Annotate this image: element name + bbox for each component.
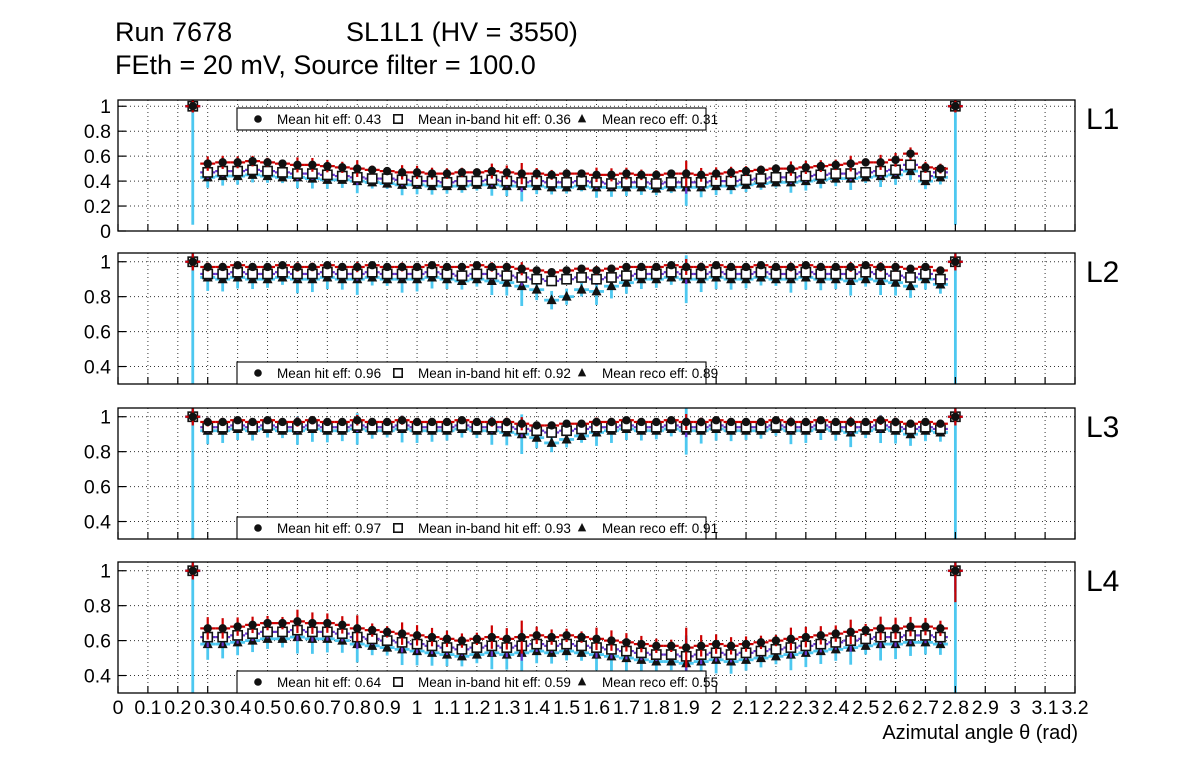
ytick-label: 0 xyxy=(100,221,111,243)
ytick-label: 0.6 xyxy=(84,631,111,653)
title-line2: FEth = 20 mV, Source filter = 100.0 xyxy=(115,50,536,80)
legend-label: Mean reco eff: 0.91 xyxy=(602,521,718,536)
legend-label: Mean reco eff: 0.89 xyxy=(602,366,718,381)
panel-label-L2: L2 xyxy=(1086,256,1119,289)
legend: Mean hit eff: 0.96 Mean in-band hit eff: … xyxy=(236,361,718,385)
series-hit xyxy=(185,253,963,277)
legend-label: Mean hit eff: 0.64 xyxy=(277,675,382,690)
series-inband xyxy=(185,562,963,675)
xtick-label: 0.4 xyxy=(224,697,251,719)
legend: Mean hit eff: 0.97 Mean in-band hit eff: … xyxy=(236,516,718,540)
xaxis-title: Azimutal angle θ (rad) xyxy=(882,722,1078,744)
xtick-label: 3.1 xyxy=(1032,697,1059,719)
xtick-label: 1.9 xyxy=(673,697,700,719)
ytick-label: 0.8 xyxy=(84,596,111,618)
xtick-label: 3.2 xyxy=(1061,697,1088,719)
legend: Mean hit eff: 0.64 Mean in-band hit eff: … xyxy=(236,670,718,694)
xtick-label: 1.3 xyxy=(493,697,520,719)
legend-label: Mean reco eff: 0.55 xyxy=(602,675,718,690)
legend-label: Mean hit eff: 0.97 xyxy=(277,521,381,536)
xtick-label: 1.1 xyxy=(433,697,460,719)
xtick-label: 1 xyxy=(412,697,423,719)
xtick-label: 1.6 xyxy=(583,697,610,719)
series-hit xyxy=(185,100,963,187)
ytick-label: 1 xyxy=(100,96,111,118)
xtick-label: 2.7 xyxy=(912,697,939,719)
xtick-label: 2.5 xyxy=(852,697,879,719)
xtick-label: 2 xyxy=(711,697,722,719)
xtick-label: 0.5 xyxy=(254,697,281,719)
legend-label: Mean in-band hit eff: 0.92 xyxy=(418,366,571,381)
ytick-label: 0.8 xyxy=(84,121,111,143)
ytick-label: 1 xyxy=(100,252,111,274)
xtick-label: 2.9 xyxy=(972,697,999,719)
ytick-labels: 0.4 0.6 0.8 1 xyxy=(84,407,111,534)
legend-label: Mean in-band hit eff: 0.59 xyxy=(418,675,571,690)
xtick-label: 1.8 xyxy=(643,697,670,719)
xtick-label: 1.7 xyxy=(613,697,640,719)
series-hit xyxy=(185,408,963,431)
ytick-label: 0.6 xyxy=(84,322,111,344)
ytick-label: 0.4 xyxy=(84,512,111,534)
data-series xyxy=(185,253,963,384)
ytick-label: 1 xyxy=(100,561,111,583)
ytick-label: 1 xyxy=(100,407,111,429)
legend: Mean hit eff: 0.43 Mean in-band hit eff: … xyxy=(236,107,718,131)
data-series xyxy=(185,100,963,225)
data-series xyxy=(185,562,963,693)
ytick-label: 0.8 xyxy=(84,442,111,464)
ytick-labels: 0.4 0.6 0.8 1 xyxy=(84,252,111,379)
xtick-label: 2.1 xyxy=(732,697,759,719)
xtick-label: 0.3 xyxy=(194,697,221,719)
xtick-label: 0 xyxy=(113,697,124,719)
ytick-label: 0.4 xyxy=(84,666,111,688)
xtick-label: 3 xyxy=(1010,697,1021,719)
xtick-label: 2.4 xyxy=(822,697,849,719)
ytick-label: 0.4 xyxy=(84,171,111,193)
ytick-label: 0.4 xyxy=(84,357,111,379)
ytick-label: 0.6 xyxy=(84,477,111,499)
xtick-label: 0.8 xyxy=(344,697,371,719)
ytick-label: 0.2 xyxy=(84,196,111,218)
xtick-label: 2.3 xyxy=(792,697,819,719)
xtick-label: 2.8 xyxy=(942,697,969,719)
ytick-labels: 0.4 0.6 0.8 1 xyxy=(84,561,111,688)
xtick-labels: 0 0.1 0.2 0.3 0.4 0.5 0.6 0.7 0.8 0.9 1 1.1 1.2 1.3 1.… xyxy=(113,697,1089,719)
legend-label: Mean in-band hit eff: 0.36 xyxy=(418,112,571,127)
legend-label: Mean in-band hit eff: 0.93 xyxy=(418,521,571,536)
xtick-label: 0.7 xyxy=(314,697,341,719)
xtick-label: 0.2 xyxy=(164,697,191,719)
xtick-label: 1.2 xyxy=(463,697,490,719)
legend-label: Mean hit eff: 0.43 xyxy=(277,112,381,127)
ytick-label: 0.6 xyxy=(84,146,111,168)
data-series xyxy=(185,408,963,539)
panel-L3: 0.4 0.6 0.8 1 Mean hit eff: 0.97 Mean in-band… xyxy=(84,407,1119,540)
panels-group: 0 0.2 0.4 0.6 0.8 1 Mean hit eff: 0.43 Mean in-… xyxy=(84,96,1119,719)
panel-L4: 0.4 0.6 0.8 1 Mean hit eff: 0.64 Mean in-band… xyxy=(84,561,1119,694)
panel-L2: 0.4 0.6 0.8 1 Mean hit eff: 0.96 Mean in-band… xyxy=(84,252,1119,385)
panel-label-L3: L3 xyxy=(1086,411,1119,444)
panel-label-L1: L1 xyxy=(1086,103,1119,136)
legend-label: Mean reco eff: 0.31 xyxy=(602,112,718,127)
xtick-label: 0.6 xyxy=(284,697,311,719)
title-config: SL1L1 (HV = 3550) xyxy=(346,17,578,47)
ytick-labels: 0 0.2 0.4 0.6 0.8 1 xyxy=(84,96,111,243)
legend-label: Mean hit eff: 0.96 xyxy=(277,366,381,381)
title-run: Run 7678 xyxy=(115,17,232,47)
panel-label-L4: L4 xyxy=(1086,565,1119,598)
xtick-label: 2.6 xyxy=(882,697,909,719)
xtick-label: 0.9 xyxy=(374,697,401,719)
ytick-label: 0.8 xyxy=(84,287,111,309)
axis-ticks xyxy=(117,105,1076,232)
xtick-label: 1.4 xyxy=(523,697,550,719)
xtick-label: 0.1 xyxy=(134,697,161,719)
xtick-label: 2.2 xyxy=(762,697,789,719)
panel-L1: 0 0.2 0.4 0.6 0.8 1 Mean hit eff: 0.43 Mean in-… xyxy=(84,96,1119,243)
xtick-label: 1.5 xyxy=(553,697,580,719)
series-hit xyxy=(185,562,963,668)
